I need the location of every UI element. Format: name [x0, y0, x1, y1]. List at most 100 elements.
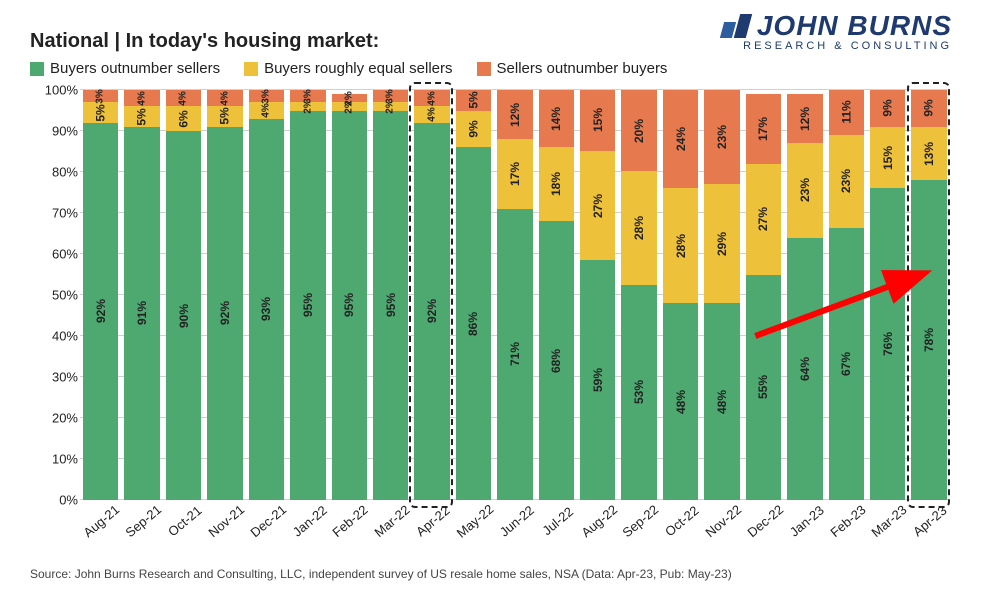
bar-column: 48% 28% 24%: [663, 90, 698, 500]
bar-column: 48%29%23%: [704, 90, 739, 500]
bar-segment-label: 9%: [881, 100, 895, 117]
bar-column: 71%17%12%: [497, 90, 532, 500]
bar-segment-equal: 23%: [829, 135, 864, 228]
bar-segment-equal: 5%: [124, 106, 159, 127]
x-tick-label: Jan-23: [786, 502, 827, 540]
bar-segment-label: 68%: [549, 349, 563, 373]
bar-segment-sellers: 12%: [497, 90, 532, 139]
bar-segment-buyers: 92%: [207, 127, 242, 500]
bar-segment-label: 90%: [177, 303, 191, 327]
bar-segment-equal: 5%: [83, 102, 118, 123]
x-tick-label: Oct-22: [662, 502, 703, 540]
bar-segment-equal: 18%: [539, 147, 574, 221]
bar-segment-sellers: 17%: [746, 94, 781, 164]
bar-column: 53% 28% 20%: [621, 90, 656, 500]
bar-segment-label: 55%: [756, 375, 770, 399]
bar-segment-sellers: 4%: [124, 90, 159, 106]
x-tick-label: Apr-22: [412, 502, 453, 540]
bar-segment-sellers: 14%: [539, 90, 574, 147]
bar-segment-equal: 17%: [497, 139, 532, 209]
bar-segment-sellers: 24%: [663, 90, 698, 188]
x-tick-label: Aug-22: [578, 502, 620, 540]
legend-item: Buyers outnumber sellers: [30, 60, 220, 77]
bar-segment-buyers: 53%: [621, 285, 656, 500]
bar-segment-label: 53%: [632, 380, 646, 404]
legend-item: Buyers roughly equal sellers: [244, 60, 452, 77]
logo-subtitle: RESEARCH & CONSULTING: [722, 40, 952, 52]
bar-column: 86%9%5%: [456, 90, 491, 500]
x-tick-label: Dec-22: [745, 502, 787, 540]
x-tick-label: Feb-23: [827, 502, 868, 540]
bar-segment-buyers: 48%: [663, 303, 698, 500]
bar-segment-label: 20%: [632, 119, 646, 143]
bar-segment-buyers: 92%: [83, 123, 118, 500]
bar-segment-label: 92%: [94, 299, 108, 323]
bar-segment-label: 86%: [467, 312, 481, 336]
bar-segment-sellers: 11%: [829, 90, 864, 135]
bar-segment-sellers: 23%: [704, 90, 739, 184]
bar-segment-equal: 15%: [870, 127, 905, 189]
bar-segment-sellers: 5%: [456, 90, 491, 111]
x-tick-label: Aug-21: [80, 502, 122, 540]
x-tick-label: Apr-23: [910, 502, 951, 540]
y-tick-label: 60%: [30, 247, 78, 262]
bar-column: 92% 5% 4%: [207, 90, 242, 500]
bar-segment-equal: 28%: [663, 188, 698, 303]
bar-segment-equal: 28%: [621, 171, 656, 285]
y-tick-label: 50%: [30, 288, 78, 303]
bar-segment-label: 48%: [715, 390, 729, 414]
bar-column: 95%2%3%: [290, 90, 325, 500]
bar-segment-label: 23%: [839, 169, 853, 193]
bar-segment-label: 4%: [427, 91, 438, 105]
bar-segment-label: 91%: [135, 301, 149, 325]
bar-segment-sellers: 15%: [580, 90, 615, 151]
bar-column: 95%2%3%: [373, 90, 408, 500]
bar-segment-equal: 4%: [249, 102, 284, 118]
x-tick-label: Jul-22: [537, 502, 578, 540]
bar-segment-label: 2%: [344, 91, 355, 105]
bar-segment-buyers: 92%: [414, 123, 449, 500]
bar-segment-label: 5%: [94, 104, 108, 121]
bar-column: 59%27%15%: [580, 90, 615, 500]
bar-segment-label: 3%: [261, 89, 272, 103]
bar-column: 91% 5%4%: [124, 90, 159, 500]
bar-segment-sellers: 4%: [207, 90, 242, 106]
bar-segment-buyers: 59%: [580, 260, 615, 500]
bar-segment-label: 15%: [881, 146, 895, 170]
bar-segment-buyers: 76%: [870, 188, 905, 500]
bar-segment-sellers: 2%: [332, 94, 367, 102]
bar-segment-label: 17%: [508, 162, 522, 186]
bar-segment-sellers: 20%: [621, 90, 656, 171]
legend-swatch: [30, 62, 44, 76]
x-tick-label: Sep-22: [620, 502, 662, 540]
bar-column: 92%4%4%: [414, 90, 449, 500]
bar-column: 92%5%3%: [83, 90, 118, 500]
bar-segment-label: 3%: [385, 89, 396, 103]
bar-segment-label: 28%: [674, 234, 688, 258]
bar-segment-equal: 6%: [166, 106, 201, 131]
x-tick-label: Dec-21: [247, 502, 289, 540]
legend-swatch: [244, 62, 258, 76]
bar-segment-label: 5%: [218, 108, 232, 125]
bar-segment-label: 59%: [591, 368, 605, 392]
bar-segment-label: 23%: [715, 125, 729, 149]
bar-segment-label: 93%: [259, 297, 273, 321]
bar-segment-label: 48%: [674, 390, 688, 414]
bar-segment-label: 64%: [798, 357, 812, 381]
bar-column: 93% 4%3%: [249, 90, 284, 500]
bar-segment-label: 27%: [756, 207, 770, 231]
bar-column: 64%23%12%: [787, 90, 822, 500]
bar-segment-label: 92%: [218, 301, 232, 325]
bar-segment-buyers: 95%: [373, 111, 408, 501]
x-tick-label: Oct-21: [164, 502, 205, 540]
logo-text: JOHN BURNS: [757, 10, 952, 42]
legend-item: Sellers outnumber buyers: [477, 60, 668, 77]
bar-segment-buyers: 55%: [746, 275, 781, 501]
bar-segment-sellers: 3%: [249, 90, 284, 102]
legend-label: Sellers outnumber buyers: [497, 60, 668, 77]
y-tick-label: 30%: [30, 370, 78, 385]
bar-segment-label: 95%: [301, 293, 315, 317]
bar-segment-equal: 4%: [414, 106, 449, 122]
bar-segment-label: 67%: [839, 352, 853, 376]
bars-container: 92%5%3%91%5%4%90%6%4%92%5%4%93%4%3%95%2%…: [80, 90, 950, 500]
